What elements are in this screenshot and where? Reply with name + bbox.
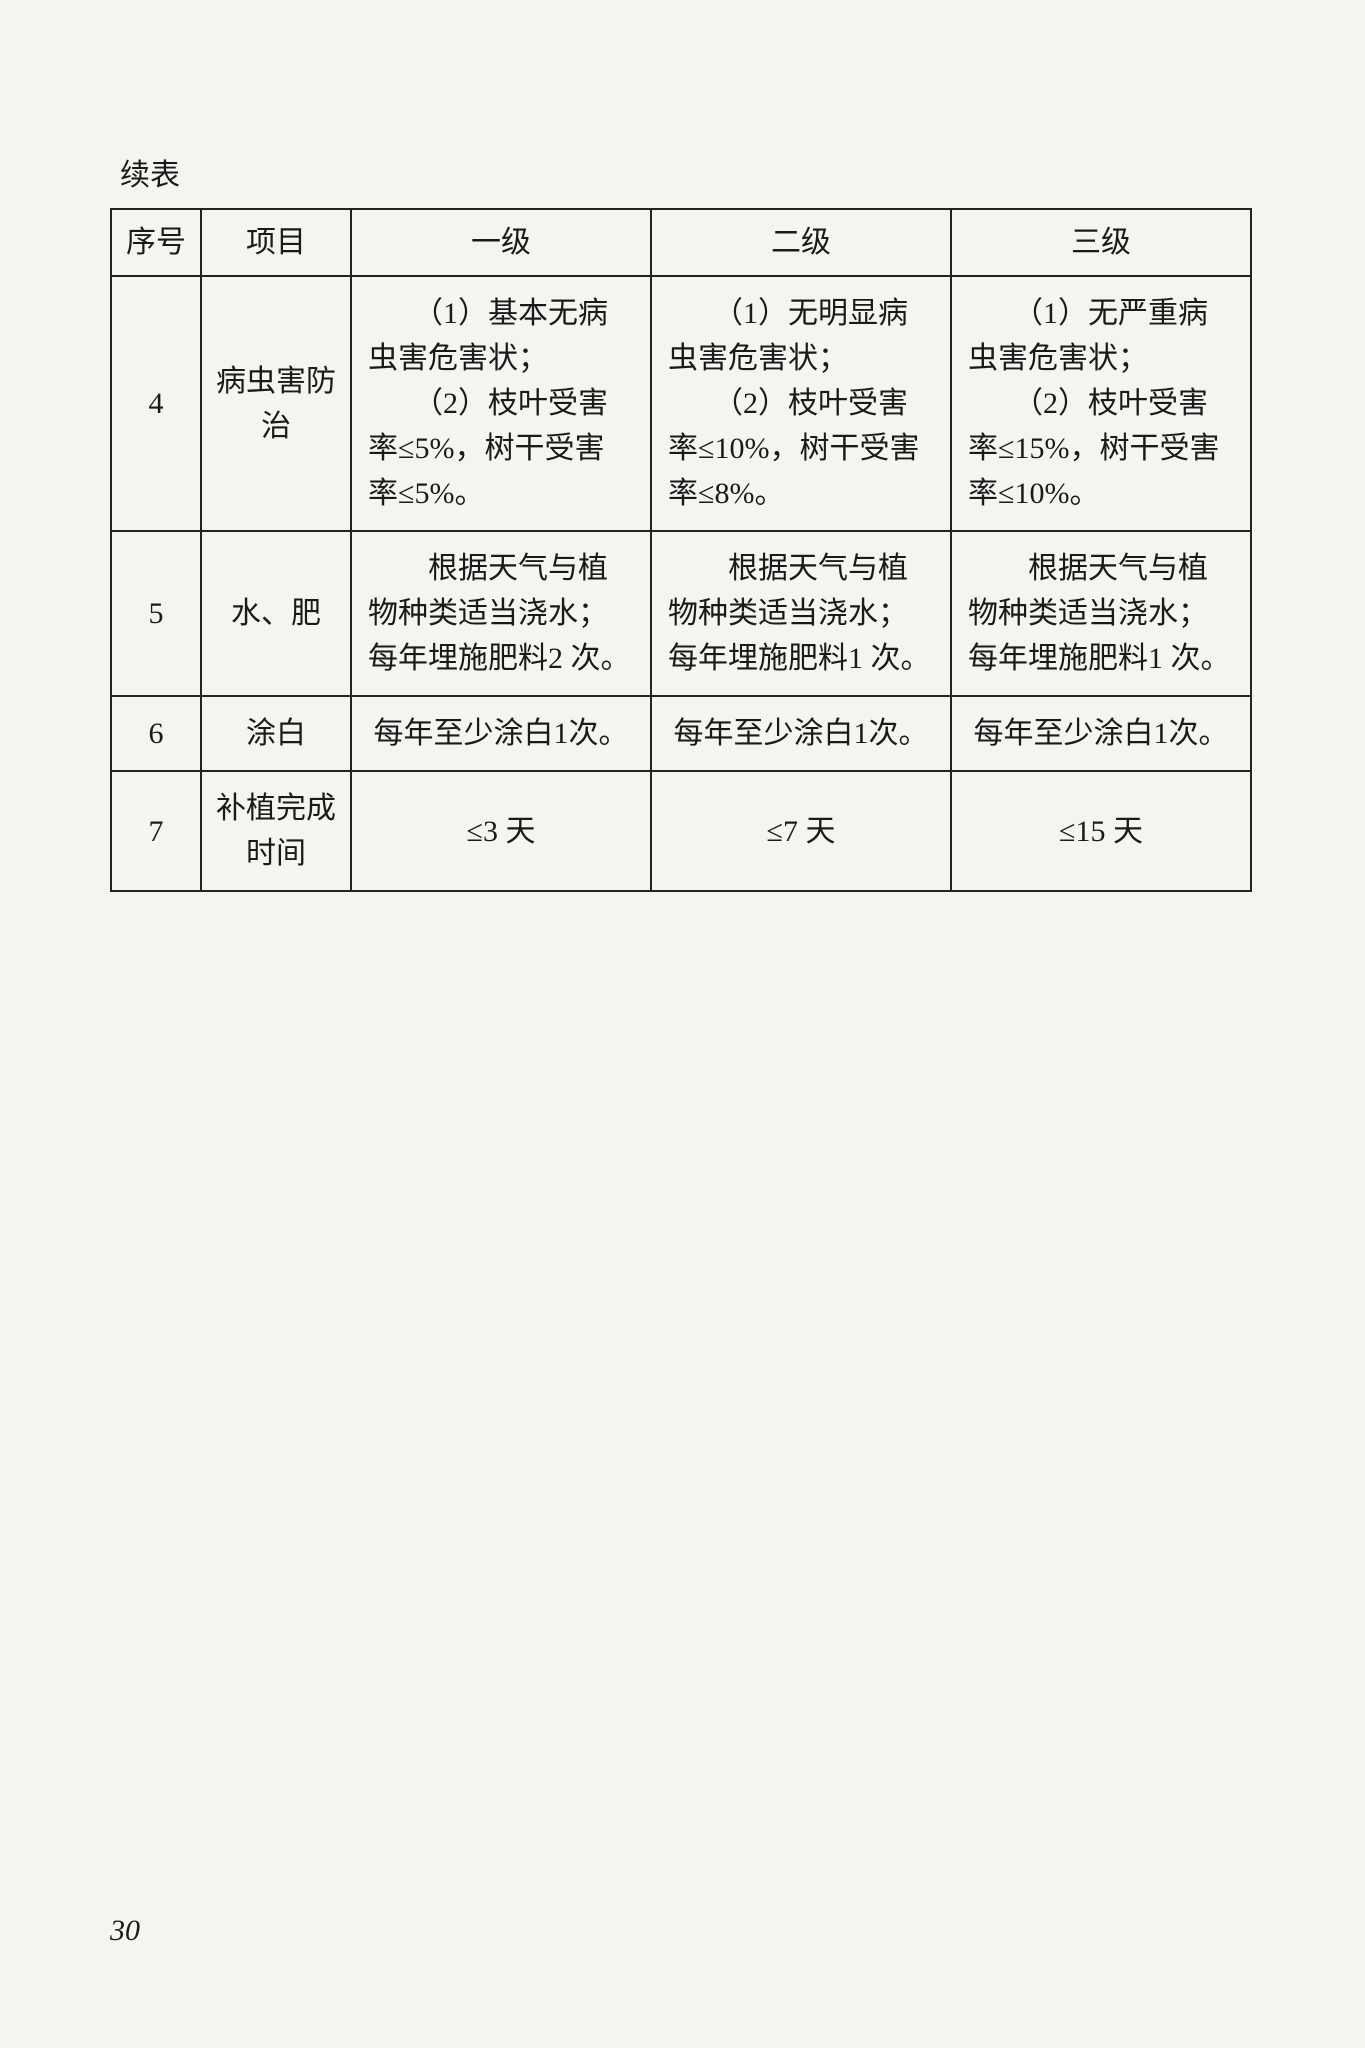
col-header-item: 项目: [201, 209, 351, 276]
cell-seq: 6: [111, 696, 201, 771]
cell-item: 补植完成时间: [201, 771, 351, 891]
cell-lvl1: 每年至少涂白1次。: [351, 696, 651, 771]
cell-lvl1: 根据天气与植物种类适当浇水；每年埋施肥料2 次。: [351, 531, 651, 696]
cell-seq: 5: [111, 531, 201, 696]
table-row: 4病虫害防治 （1）基本无病虫害危害状； （2）枝叶受害率≤5%，树干受害率≤5…: [111, 276, 1251, 531]
page-number: 30: [110, 1914, 140, 1948]
col-header-seq: 序号: [111, 209, 201, 276]
cell-lvl3: 根据天气与植物种类适当浇水；每年埋施肥料1 次。: [951, 531, 1251, 696]
cell-lvl2: （1）无明显病虫害危害状； （2）枝叶受害率≤10%，树干受害率≤8%。: [651, 276, 951, 531]
table-row: 6涂白每年至少涂白1次。每年至少涂白1次。每年至少涂白1次。: [111, 696, 1251, 771]
standards-table: 序号 项目 一级 二级 三级 4病虫害防治 （1）基本无病虫害危害状； （2）枝…: [110, 208, 1252, 892]
cell-lvl1: ≤3 天: [351, 771, 651, 891]
table-row: 7补植完成时间≤3 天≤7 天≤15 天: [111, 771, 1251, 891]
table-body: 4病虫害防治 （1）基本无病虫害危害状； （2）枝叶受害率≤5%，树干受害率≤5…: [111, 276, 1251, 891]
cell-lvl1: （1）基本无病虫害危害状； （2）枝叶受害率≤5%，树干受害率≤5%。: [351, 276, 651, 531]
cell-item: 水、肥: [201, 531, 351, 696]
cell-item: 病虫害防治: [201, 276, 351, 531]
col-header-lvl3: 三级: [951, 209, 1251, 276]
col-header-lvl2: 二级: [651, 209, 951, 276]
cell-lvl2: 根据天气与植物种类适当浇水；每年埋施肥料1 次。: [651, 531, 951, 696]
cell-lvl3: ≤15 天: [951, 771, 1251, 891]
cell-lvl3: 每年至少涂白1次。: [951, 696, 1251, 771]
cell-lvl3: （1）无严重病虫害危害状； （2）枝叶受害率≤15%，树干受害率≤10%。: [951, 276, 1251, 531]
table-row: 5水、肥 根据天气与植物种类适当浇水；每年埋施肥料2 次。 根据天气与植物种类适…: [111, 531, 1251, 696]
table-header-row: 序号 项目 一级 二级 三级: [111, 209, 1251, 276]
cell-seq: 7: [111, 771, 201, 891]
col-header-lvl1: 一级: [351, 209, 651, 276]
cell-lvl2: 每年至少涂白1次。: [651, 696, 951, 771]
cell-seq: 4: [111, 276, 201, 531]
cell-lvl2: ≤7 天: [651, 771, 951, 891]
cell-item: 涂白: [201, 696, 351, 771]
table-caption: 续表: [120, 150, 1265, 194]
document-page: 续表 序号 项目 一级 二级 三级 4病虫害防治 （1）基本无病虫害危害状； （…: [0, 0, 1365, 2048]
